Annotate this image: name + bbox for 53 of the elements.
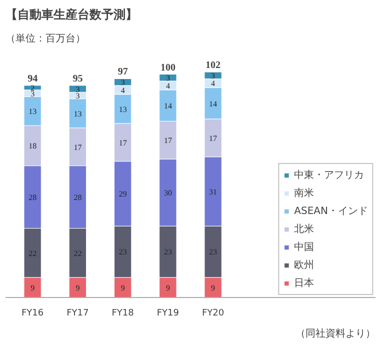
x-tick-label: FY18: [112, 308, 134, 318]
total-label: 95: [72, 73, 83, 84]
data-label: 17: [209, 134, 218, 143]
data-label: 13: [74, 109, 82, 118]
data-label: 17: [118, 138, 127, 148]
data-label: 23: [209, 248, 218, 257]
data-label: 3: [166, 74, 170, 83]
data-label: 28: [28, 193, 37, 202]
data-label: 17: [164, 136, 172, 146]
data-label: 30: [164, 188, 172, 198]
legend-label: 中国: [294, 240, 314, 254]
data-label: 9: [76, 283, 80, 292]
data-label: 4: [120, 86, 125, 95]
data-label: 4: [211, 79, 216, 88]
data-label: 18: [28, 142, 37, 151]
x-tick-label: FY16: [22, 308, 44, 318]
data-label: 22: [28, 248, 37, 258]
data-label: 3: [211, 71, 216, 80]
legend-label: 北米: [294, 222, 314, 236]
data-label: 13: [28, 107, 37, 116]
data-label: 9: [211, 283, 216, 292]
data-label: 3: [76, 84, 80, 94]
text: （同社資料より）: [296, 328, 376, 340]
data-label: 23: [118, 248, 127, 257]
total-label: 94: [28, 73, 38, 84]
legend-label: 日本: [294, 276, 314, 290]
data-label: 13: [118, 104, 127, 114]
data-label: 9: [120, 283, 125, 292]
data-label: 3: [76, 91, 80, 100]
total-label: 102: [206, 60, 221, 72]
legend-label: 中東・アフリカ: [294, 168, 364, 182]
data-label: 4: [166, 81, 170, 90]
data-label: 9: [166, 283, 170, 292]
data-label: 22: [74, 248, 82, 258]
total-label: 100: [160, 62, 176, 74]
x-tick-label: FY20: [202, 308, 224, 318]
data-label: 29: [118, 190, 127, 199]
legend-label: ASEAN・インド: [294, 205, 368, 218]
x-tick-label: FY19: [156, 308, 180, 318]
data-label: 31: [209, 187, 218, 196]
chart-subtitle: （単位：百万台）: [6, 32, 86, 44]
legend-label: 欧州: [294, 258, 314, 272]
x-tick-label: FY17: [66, 308, 89, 318]
chart-title: 【自動車生産台数予測】: [6, 8, 138, 22]
data-label: 17: [74, 142, 82, 152]
data-label: 3: [120, 78, 125, 88]
data-label: 9: [30, 283, 35, 292]
data-label: 28: [74, 193, 82, 202]
data-label: 14: [164, 102, 172, 111]
total-label: 97: [118, 66, 128, 78]
data-label: 14: [209, 99, 218, 108]
data-label: 23: [164, 248, 172, 257]
legend-label: 南米: [294, 186, 314, 200]
